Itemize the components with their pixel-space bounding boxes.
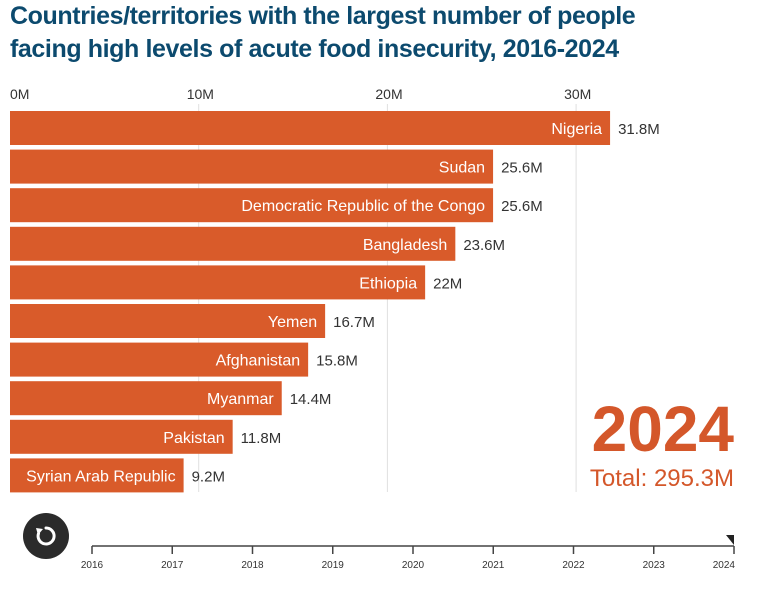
timeline-year-label[interactable]: 2022 — [562, 560, 585, 571]
timeline-year-label[interactable]: 2020 — [402, 560, 425, 571]
bar-category-label: Myanmar — [207, 391, 274, 408]
chart-title-line-2: facing high levels of acute food insecur… — [10, 35, 619, 63]
bar — [10, 149, 494, 184]
bar — [10, 111, 611, 145]
bar-category-label: Yemen — [268, 314, 317, 331]
bars: Nigeria 31.8M Sudan 25.6M Democratic Republi… — [10, 111, 660, 493]
x-tick-label: 30M — [564, 86, 591, 102]
x-tick-label: 10M — [187, 86, 214, 102]
bar — [10, 265, 426, 300]
bar-category-label: Syrian Arab Republic — [26, 468, 175, 485]
timeline-year-label[interactable]: 2016 — [81, 560, 104, 571]
bar-value-label: 14.4M — [290, 391, 332, 408]
bar-value-label: 16.7M — [333, 314, 375, 331]
bar-chart: 0M 10M 20M 30M Nigeria 31.8M Sudan 25.6M Democr… — [10, 86, 660, 493]
bar — [10, 226, 456, 261]
bar-value-label: 25.6M — [501, 198, 543, 215]
bar — [10, 419, 233, 454]
total-label: Total: 295.3M — [589, 465, 734, 492]
replay-button[interactable] — [23, 513, 69, 559]
bar-value-label: 9.2M — [192, 468, 225, 485]
bar — [10, 188, 494, 223]
chart-title: Countries/territories with the largest n… — [10, 0, 770, 66]
timeline-year-label[interactable]: 2021 — [482, 560, 505, 571]
bar-value-label: 15.8M — [316, 353, 358, 370]
x-tick-label: 20M — [375, 86, 402, 102]
bar-value-label: 22M — [433, 275, 462, 292]
bar-value-label: 31.8M — [618, 121, 660, 138]
timeline-ticks: 2016 2017 2018 2019 2020 2021 2022 2023 2024 — [81, 546, 736, 571]
x-tick-label: 0M — [10, 86, 29, 102]
bar — [10, 381, 282, 416]
bar-category-label: Democratic Republic of the Congo — [241, 198, 485, 215]
bar-category-label: Sudan — [439, 160, 485, 177]
bar-category-label: Ethiopia — [359, 275, 417, 292]
bar-value-label: 11.8M — [241, 430, 282, 447]
bar-category-label: Bangladesh — [363, 237, 448, 254]
bar-category-label: Afghanistan — [216, 353, 301, 370]
bar — [10, 304, 326, 338]
replay-icon — [36, 526, 56, 546]
current-year-label: 2024 — [591, 393, 734, 465]
bar-category-label: Pakistan — [163, 430, 224, 447]
bar-value-label: 23.6M — [463, 237, 505, 254]
timeline-year-label[interactable]: 2024 — [713, 560, 736, 571]
timeline-year-label[interactable]: 2018 — [241, 560, 264, 571]
chart-title-line-1: Countries/territories with the largest n… — [10, 2, 636, 30]
timeline-year-label[interactable]: 2019 — [322, 560, 345, 571]
x-axis-ticks: 0M 10M 20M 30M — [10, 86, 591, 102]
bar-value-label: 25.6M — [501, 160, 543, 177]
bar — [10, 342, 309, 377]
year-timeline-slider[interactable]: 2016 2017 2018 2019 2020 2021 2022 2023 2024 — [0, 525, 774, 585]
timeline-year-label[interactable]: 2017 — [161, 560, 184, 571]
bar — [10, 458, 184, 493]
bar-category-label: Nigeria — [551, 121, 602, 138]
timeline-handle[interactable] — [726, 535, 734, 545]
timeline-year-label[interactable]: 2023 — [643, 560, 666, 571]
